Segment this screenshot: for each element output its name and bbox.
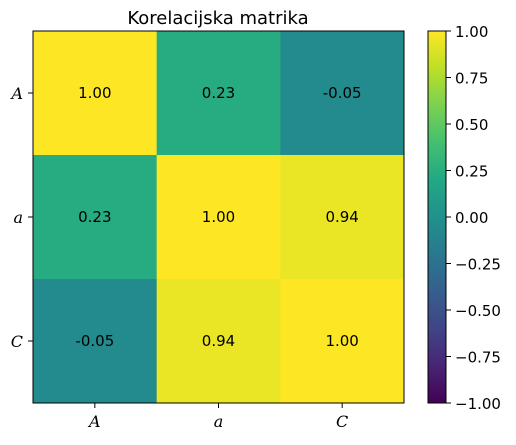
colorbar-tick-label: 0.00	[455, 209, 488, 227]
heatmap-cell-1-0	[33, 155, 158, 280]
x-tick-label: a	[214, 412, 224, 431]
cell-value-label: 1.00	[325, 332, 358, 350]
colorbar-ticks: 1.00 0.75 0.50 0.25 0.00 −0.25 −0.50 −0.75 −1.00	[446, 23, 501, 413]
colorbar-tick-label: −1.00	[455, 395, 501, 413]
chart-title: Korelacijska matrika	[127, 8, 308, 29]
heatmap-cell-labels: 1.00 0.23 -0.05 0.23 1.00 0.94 -0.05 0.94 1.00	[75, 84, 361, 350]
y-tick-label: C	[11, 332, 23, 351]
y-tick-label: a	[13, 208, 23, 227]
colorbar-tick-label: −0.25	[455, 256, 501, 274]
cell-value-label: -0.05	[323, 84, 362, 102]
heatmap-cell-0-0	[33, 31, 158, 156]
cell-value-label: 1.00	[78, 84, 111, 102]
x-tick-label: A	[87, 412, 101, 431]
colorbar	[427, 30, 447, 404]
heatmap-cell-2-1	[156, 279, 281, 404]
heatmap-cell-0-2	[280, 31, 405, 156]
cell-value-label: 1.00	[202, 208, 235, 226]
colorbar-tick-label: 0.75	[455, 70, 488, 88]
heatmap-cell-0-1	[156, 31, 281, 156]
cell-value-label: -0.05	[75, 332, 114, 350]
colorbar-tick-label: −0.50	[455, 302, 501, 320]
colorbar-tick-label: 0.50	[455, 116, 488, 134]
cell-value-label: 0.94	[202, 332, 235, 350]
y-tick-label: A	[9, 84, 23, 103]
cell-value-label: 0.23	[78, 208, 111, 226]
colorbar-tick-label: 1.00	[455, 23, 488, 41]
colorbar-tick-label: 0.25	[455, 163, 488, 181]
heatmap-cell-2-2	[280, 279, 405, 404]
heatmap-cells	[33, 31, 405, 404]
heatmap-cell-2-0	[33, 279, 158, 404]
cell-value-label: 0.23	[202, 84, 235, 102]
y-axis-ticks: Aa C	[9, 84, 33, 351]
cell-value-label: 0.94	[325, 208, 358, 226]
heatmap-cell-1-2	[280, 155, 405, 280]
colorbar-tick-label: −0.75	[455, 349, 501, 367]
heatmap-cell-1-1	[156, 155, 281, 280]
x-tick-label: C	[336, 412, 348, 431]
